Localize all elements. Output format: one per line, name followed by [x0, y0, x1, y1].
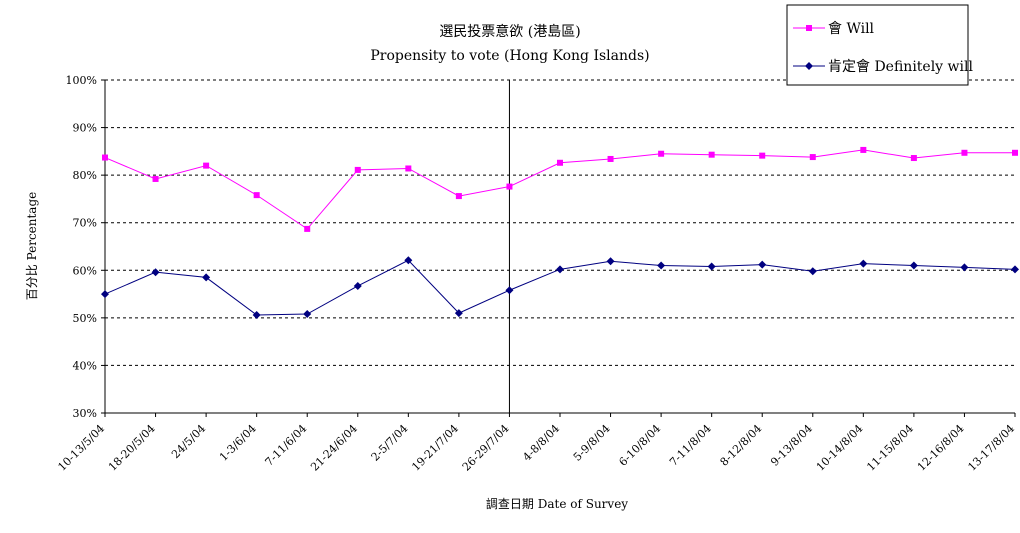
x-tick-label: 13-17/8/04	[965, 422, 1017, 474]
data-point	[151, 268, 160, 277]
x-tick-label: 7-11/8/04	[667, 422, 714, 469]
chart-title-group: 選民投票意欲 (港島區) Propensity to vote (Hong Ko…	[370, 23, 649, 64]
data-point	[808, 267, 817, 276]
x-tick-label: 10-13/5/04	[55, 422, 107, 474]
x-tick-label: 4-8/8/04	[520, 422, 562, 464]
data-point	[101, 290, 109, 299]
series-layer	[101, 146, 1019, 320]
data-point	[354, 166, 361, 173]
x-axis-title: 調查日期 Date of Survey	[486, 497, 628, 511]
x-tick-label: 24/5/04	[169, 422, 208, 461]
legend-label: 會 Will	[828, 21, 875, 37]
chart-title: 選民投票意欲 (港島區)	[439, 23, 580, 40]
series-2	[101, 256, 1019, 320]
data-point	[910, 155, 917, 162]
data-point	[557, 159, 563, 166]
y-tick-label: 80%	[73, 169, 97, 182]
x-tick-label: 26-29/7/04	[460, 422, 512, 474]
y-tick-label: 30%	[73, 407, 97, 420]
legend-label: 肯定會 Definitely will	[828, 59, 973, 75]
data-point	[203, 162, 210, 169]
data-point	[1012, 149, 1018, 156]
data-point	[405, 165, 412, 172]
legend: 會 Will 肯定會 Definitely will	[786, 4, 973, 86]
series-1	[102, 146, 1018, 232]
data-point	[658, 150, 665, 157]
y-axis-title: 百分比 Percentage	[25, 192, 39, 301]
y-tick-label: 100%	[66, 74, 97, 87]
data-point	[859, 259, 868, 268]
data-point	[404, 256, 413, 265]
data-point	[860, 146, 867, 153]
x-tick-label: 8-12/8/04	[718, 422, 765, 469]
x-tick-label: 12-16/8/04	[915, 422, 967, 474]
data-point	[102, 154, 108, 161]
data-point	[909, 261, 918, 270]
data-point	[556, 265, 564, 274]
x-tick-label: 18-20/5/04	[106, 422, 158, 474]
y-tick-label: 60%	[73, 264, 97, 277]
data-point	[809, 154, 816, 161]
data-point	[202, 273, 211, 282]
x-tick-label: 10-14/8/04	[814, 422, 866, 474]
data-point	[1011, 265, 1019, 274]
y-tick-label: 50%	[73, 312, 97, 325]
x-tick-label: 21-24/6/04	[308, 422, 360, 474]
x-tick-label: 5-9/8/04	[571, 422, 613, 464]
data-point	[606, 257, 615, 266]
legend-box	[786, 4, 969, 86]
data-point	[253, 192, 260, 199]
data-point	[960, 263, 969, 272]
y-tick-label: 70%	[73, 217, 97, 230]
x-tick-label: 7-11/6/04	[263, 422, 310, 469]
x-tick-label: 9-13/8/04	[768, 422, 815, 469]
x-tick-label: 11-15/8/04	[864, 422, 916, 474]
data-point	[961, 149, 968, 156]
legend-marker	[805, 62, 813, 70]
y-tick-label: 90%	[73, 122, 97, 135]
gridlines	[105, 79, 1015, 366]
x-tick-label: 19-21/7/04	[409, 422, 461, 474]
data-point	[758, 260, 767, 269]
data-point	[303, 310, 312, 319]
data-point	[708, 151, 715, 158]
y-tick-label: 40%	[73, 359, 97, 372]
data-point	[707, 262, 716, 271]
data-point	[506, 183, 513, 190]
data-point	[454, 309, 463, 318]
y-axis: 30% 40% 50% 60% 70% 80% 90% 100%	[66, 74, 106, 420]
data-point	[304, 225, 311, 232]
legend-marker	[806, 25, 812, 31]
data-point	[505, 286, 514, 295]
data-point	[759, 152, 766, 159]
data-point	[252, 311, 261, 320]
chart-subtitle: Propensity to vote (Hong Kong Islands)	[370, 48, 649, 64]
x-tick-label: 6-10/8/04	[616, 422, 663, 469]
data-point	[152, 175, 159, 182]
x-tick-label: 1-3/6/04	[217, 422, 259, 464]
data-point	[353, 281, 362, 290]
data-point	[607, 155, 614, 162]
x-tick-label: 2-5/7/04	[369, 422, 411, 464]
data-point	[455, 193, 462, 200]
data-point	[657, 261, 666, 270]
